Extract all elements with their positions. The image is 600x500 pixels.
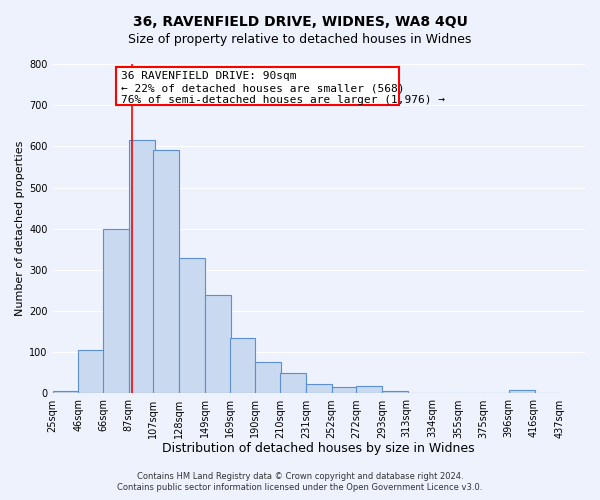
Bar: [53, 392, 79, 394]
FancyBboxPatch shape: [116, 68, 398, 105]
Bar: [306, 384, 332, 394]
Bar: [256, 362, 281, 394]
Text: 76% of semi-detached houses are larger (1,976) →: 76% of semi-detached houses are larger (…: [121, 95, 445, 105]
Bar: [129, 140, 155, 394]
Bar: [332, 388, 358, 394]
Bar: [280, 373, 306, 394]
Bar: [205, 296, 231, 394]
Bar: [154, 150, 179, 394]
Text: Contains HM Land Registry data © Crown copyright and database right 2024.: Contains HM Land Registry data © Crown c…: [137, 472, 463, 481]
Text: 36, RAVENFIELD DRIVE, WIDNES, WA8 4QU: 36, RAVENFIELD DRIVE, WIDNES, WA8 4QU: [133, 15, 467, 29]
Bar: [230, 338, 256, 394]
Y-axis label: Number of detached properties: Number of detached properties: [15, 141, 25, 316]
Bar: [79, 350, 104, 394]
X-axis label: Distribution of detached houses by size in Widnes: Distribution of detached houses by size …: [163, 442, 475, 455]
Text: 36 RAVENFIELD DRIVE: 90sqm: 36 RAVENFIELD DRIVE: 90sqm: [121, 71, 296, 81]
Text: ← 22% of detached houses are smaller (568): ← 22% of detached houses are smaller (56…: [121, 83, 404, 93]
Text: Contains public sector information licensed under the Open Government Licence v3: Contains public sector information licen…: [118, 483, 482, 492]
Bar: [382, 390, 408, 394]
Bar: [356, 386, 382, 394]
Text: Size of property relative to detached houses in Widnes: Size of property relative to detached ho…: [128, 32, 472, 46]
Bar: [179, 258, 205, 394]
Bar: [103, 228, 129, 394]
Bar: [509, 390, 535, 394]
